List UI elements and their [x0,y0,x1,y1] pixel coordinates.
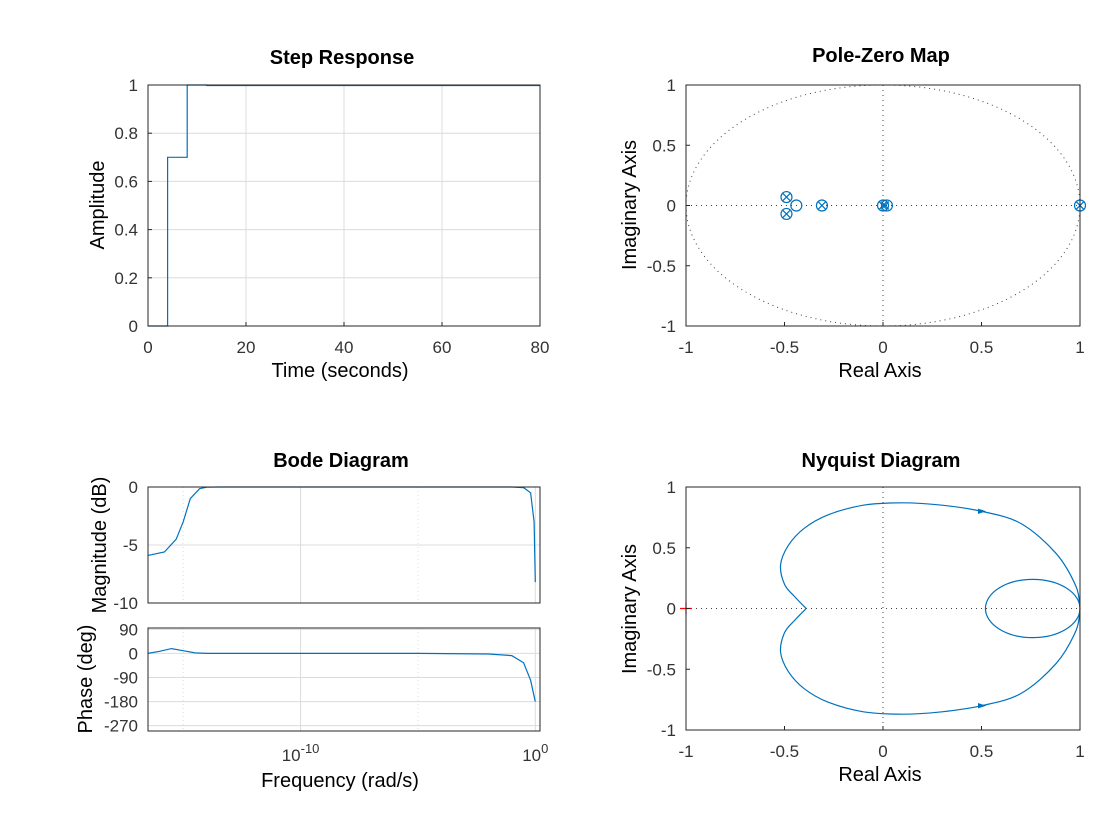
bode-xtick-exponent: -10 [301,741,320,756]
step-ytick-label: 0.4 [114,221,138,240]
nyq-ticks: -1 -0.5 0 0.5 1 -1 -0.5 0 0.5 1 [647,478,1085,761]
nyq-xtick-label: 0 [878,742,887,761]
nyq-title: Nyquist Diagram [802,450,961,472]
bode-mag-ylabel: Magnitude (dB) [89,477,111,614]
bode-phase-ylabel: Phase (deg) [75,625,97,734]
nyquist-upper-branch [779,502,1081,609]
nyquist-direction-arrow [978,703,987,709]
bode-xtick-label: 10-10 [282,741,320,765]
pole-marker [782,209,791,219]
step-ytick-label: 0 [129,317,138,336]
nyq-ytick-label: 0.5 [652,539,676,558]
bode-mag-grid [148,486,540,604]
nyq-ytick-label: 0 [667,600,676,619]
bode-xtick-exponent: 0 [541,741,548,756]
step-ytick-label: 0.8 [114,124,138,143]
bode-xtick-base: 10 [282,746,301,765]
step-grid [147,84,541,327]
nyq-curves [680,502,1081,715]
bode-mag-ytick-label: -10 [113,594,138,613]
nyquist-direction-arrow [978,508,987,514]
pz-xtick-label: 1 [1075,338,1084,357]
step-xtick-label: 60 [433,338,452,357]
pole-marker [817,201,827,210]
pz-ytick-label: -0.5 [647,257,676,276]
bode-mag-ytick-label: 0 [129,478,138,497]
step-ticks: 0 20 40 60 80 0 0.2 0.4 0.6 0.8 1 [114,76,549,357]
pz-ylabel: Imaginary Axis [619,140,641,270]
zero-marker [880,199,894,212]
bode-phase-grid [148,628,540,731]
step-xtick-label: 20 [237,338,256,357]
bode-xtick-label: 100 [522,741,548,765]
bode-title: Bode Diagram [273,450,409,472]
bode-phase-line [147,647,536,702]
pz-title: Pole-Zero Map [812,45,950,67]
bode-mag-ytick-label: -5 [123,536,138,555]
pole-zero-axes: Pole-Zero Map -1 -0.5 0 0.5 1 -1 -0.5 0 0.5 1 Rea… [619,45,1087,382]
bode-phase-ytick-label: -180 [104,693,138,712]
nyq-ytick-label: 1 [667,478,676,497]
pole-marker [782,192,791,202]
bode-xlabel: Frequency (rad/s) [261,770,419,792]
bode-mag-frame [147,486,541,604]
step-ylabel: Amplitude [87,161,109,250]
nyquist-inner-loop [984,578,1081,639]
step-xtick-label: 80 [531,338,550,357]
nyq-xtick-label: 1 [1075,742,1084,761]
pole-marker [880,201,890,210]
step-ytick-label: 0.6 [114,172,138,191]
pole-marker [878,201,888,210]
bode-phase-ytick-label: 90 [119,620,138,639]
zero-marker [876,199,890,212]
pz-ytick-label: 1 [667,76,676,95]
nyquist-lower-branch [779,608,1081,715]
pz-xlabel: Real Axis [838,360,921,382]
bode-phase-frame [147,627,541,732]
bode-phase-ytick-label: -270 [104,717,138,736]
step-xlabel: Time (seconds) [271,360,408,382]
step-ytick-label: 1 [129,76,138,95]
pz-xtick-label: 0.5 [970,338,994,357]
step-ytick-label: 0.2 [114,269,138,288]
pz-ytick-label: 0 [667,197,676,216]
step-xtick-label: 40 [335,338,354,357]
bode-xtick-base: 10 [522,746,541,765]
nyq-xtick-label: 0.5 [970,742,994,761]
bode-phase-ytick-label: 0 [129,644,138,663]
zero-marker [780,190,793,204]
bode-magnitude-line [147,486,536,583]
nyq-xtick-label: -0.5 [770,742,799,761]
nyq-ytick-label: -1 [661,721,676,740]
nyq-ytick-label: -0.5 [647,660,676,679]
nyq-xlabel: Real Axis [838,764,921,786]
pz-markers [780,190,1087,221]
bode-phase-ytick-label: -90 [113,668,138,687]
step-title: Step Response [270,47,414,69]
pz-xtick-label: 0 [878,338,887,357]
step-response-axes: Step Response 0 20 40 60 80 0 0.2 0.4 0.6 0.8 1 Ti… [87,47,549,382]
pz-xtick-label: -1 [678,338,693,357]
nyquist-axes: Nyquist Diagram -1 -0.5 0 0.5 1 -1 -0.5 0 0.5 1 R… [619,450,1085,786]
nyq-xtick-label: -1 [678,742,693,761]
zero-marker [790,199,803,212]
zero-marker [815,199,829,212]
pz-ticks: -1 -0.5 0 0.5 1 -1 -0.5 0 0.5 1 [647,76,1085,357]
pz-ytick-label: -1 [661,317,676,336]
zero-marker [780,207,793,221]
pz-ytick-label: 0.5 [652,136,676,155]
pz-xtick-label: -0.5 [770,338,799,357]
nyq-guides [686,487,1080,730]
step-xtick-label: 0 [143,338,152,357]
nyq-ylabel: Imaginary Axis [619,544,641,674]
